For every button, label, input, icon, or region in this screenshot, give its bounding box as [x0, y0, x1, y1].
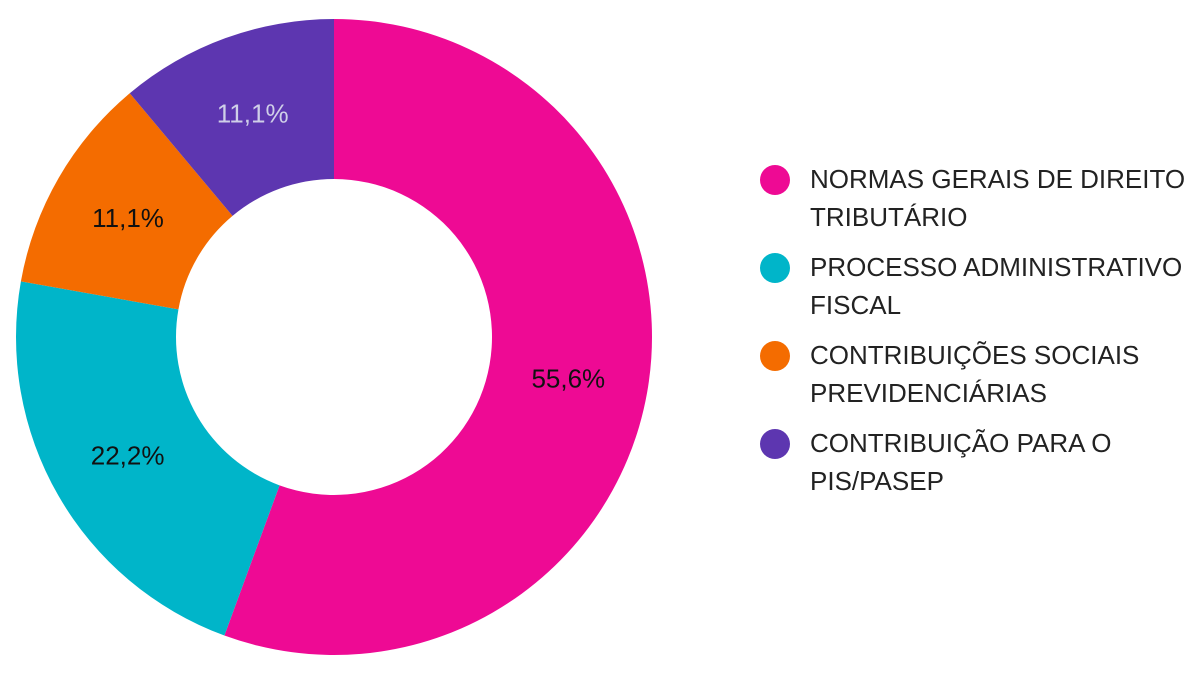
legend-label-4: CONTRIBUIÇÃO PARA O PIS/PASEP	[810, 428, 1112, 496]
slice-label-1: 55,6%	[531, 364, 605, 394]
slice-3	[20, 93, 233, 310]
legend-label-2: PROCESSO ADMINISTRATIVO FISCAL	[810, 252, 1183, 320]
legend-label-1: NORMAS GERAIS DE DIREITO TRIBUTÁRIO	[810, 164, 1186, 232]
legend-item-4: CONTRIBUIÇÃO PARA O PIS/PASEP	[760, 424, 1190, 500]
slice-1	[224, 19, 652, 655]
legend-swatch-2	[760, 253, 790, 283]
legend-item-1: NORMAS GERAIS DE DIREITO TRIBUTÁRIO	[760, 160, 1190, 236]
legend-label-3: CONTRIBUIÇÕES SOCIAIS PREVIDENCIÁRIAS	[810, 340, 1140, 408]
legend-swatch-4	[760, 429, 790, 459]
legend-swatch-3	[760, 341, 790, 371]
donut-plot: 55,6% 22,2% 11,1% 11,1%	[16, 19, 652, 655]
legend-item-2: PROCESSO ADMINISTRATIVO FISCAL	[760, 248, 1190, 324]
legend-item-3: CONTRIBUIÇÕES SOCIAIS PREVIDENCIÁRIAS	[760, 336, 1190, 412]
slice-4	[129, 19, 334, 216]
slice-label-4: 11,1%	[217, 98, 289, 128]
slice-label-3: 11,1%	[92, 203, 164, 233]
slice-label-2: 22,2%	[91, 441, 165, 471]
legend: NORMAS GERAIS DE DIREITO TRIBUTÁRIO PROCE…	[760, 160, 1190, 512]
legend-swatch-1	[760, 165, 790, 195]
slice-2	[16, 281, 280, 636]
